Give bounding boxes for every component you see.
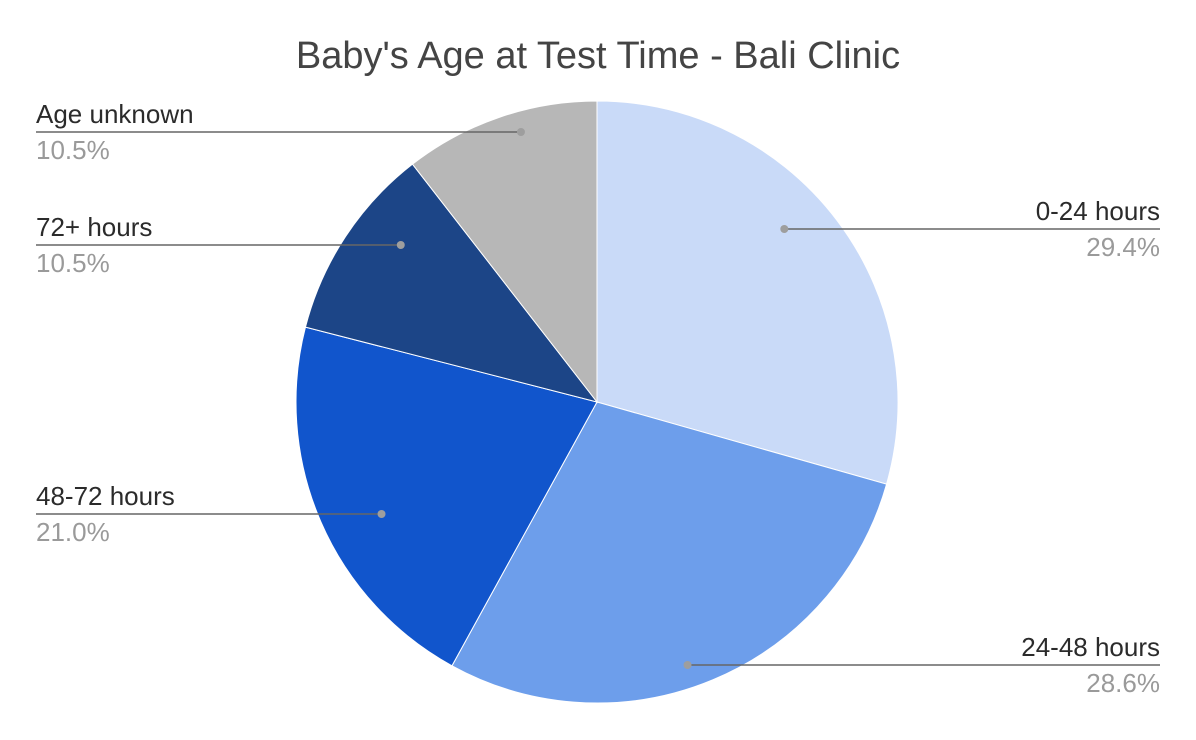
pie-callout-labels: 0-24 hours 29.4% 24-48 hours 28.6% 48-72 hou… xyxy=(36,99,1160,698)
leader-dot-48-72-hours xyxy=(377,510,386,518)
leader-dot-0-24-hours xyxy=(780,225,789,233)
slice-value-age-unknown: 10.5% xyxy=(36,135,110,165)
slice-value-72plus-hours: 10.5% xyxy=(36,248,110,278)
slice-value-48-72-hours: 21.0% xyxy=(36,517,110,547)
leader-dot-72plus-hours xyxy=(396,241,405,249)
pie-slice-0-24-hours xyxy=(596,100,899,485)
leader-dot-24-48-hours xyxy=(683,661,692,669)
slice-label-0-24-hours: 0-24 hours xyxy=(1036,196,1160,226)
pie-slice-age-unknown xyxy=(411,100,598,404)
slice-value-0-24-hours: 29.4% xyxy=(1086,232,1160,262)
slice-label-72plus-hours: 72+ hours xyxy=(36,212,152,242)
slice-value-24-48-hours: 28.6% xyxy=(1086,668,1160,698)
chart-title: Baby's Age at Test Time - Bali Clinic xyxy=(296,35,900,77)
pie-slice-48-72-hours xyxy=(295,326,598,667)
leader-dot-age-unknown xyxy=(516,128,525,136)
slice-label-age-unknown: Age unknown xyxy=(36,99,194,129)
slice-label-24-48-hours: 24-48 hours xyxy=(1021,632,1160,662)
slice-label-48-72-hours: 48-72 hours xyxy=(36,481,175,511)
pie-slices xyxy=(295,100,899,704)
pie-slice-24-48-hours xyxy=(451,401,888,704)
pie-slice-72plus-hours xyxy=(304,163,599,403)
